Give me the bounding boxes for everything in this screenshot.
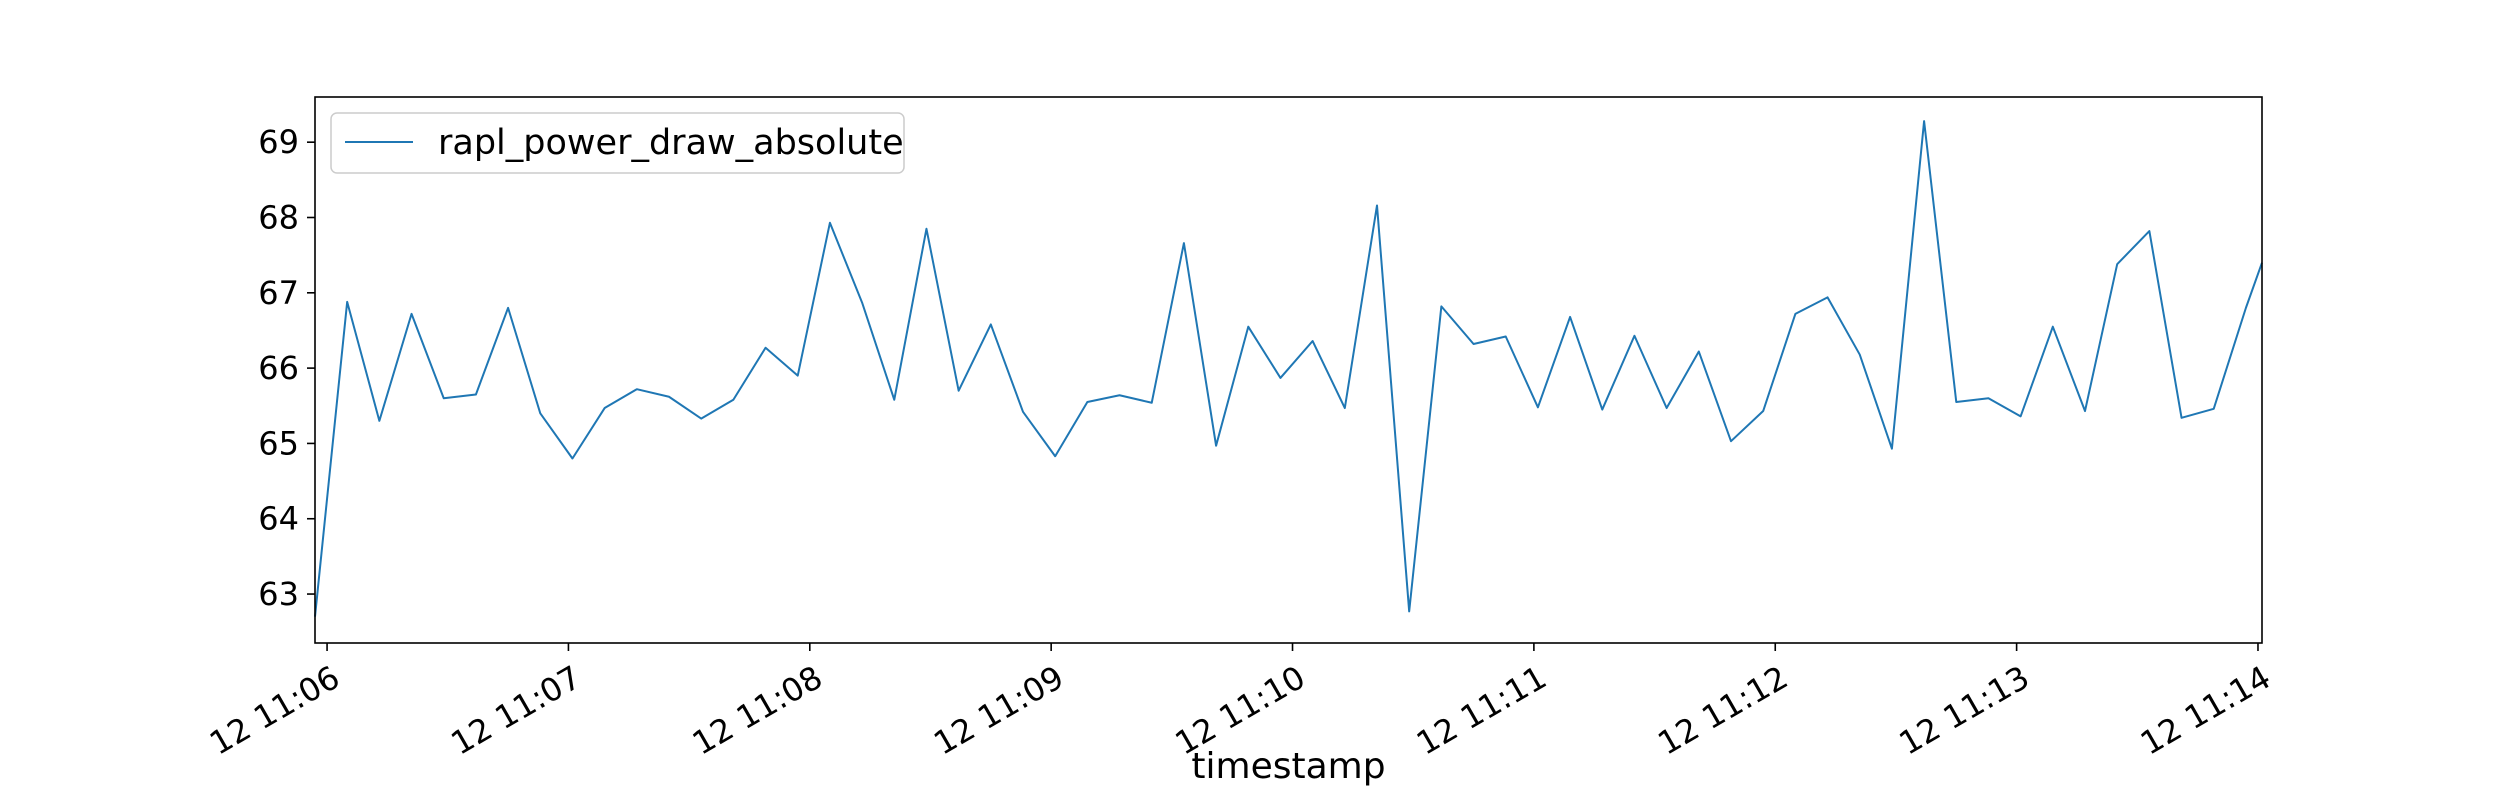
y-tick-label: 69 [258,123,299,161]
x-tick-label: 12 11:07 [444,658,587,762]
x-tick-label: 12 11:09 [927,658,1070,762]
x-tick-label: 12 11:11 [1410,658,1553,762]
y-tick-label: 66 [258,349,299,387]
series-line-rapl_power_draw_absolute [314,120,2263,617]
y-tick-label: 68 [258,198,299,236]
x-tick-label: 12 11:13 [1893,658,2036,762]
y-axis: 63 64 65 66 67 68 69 [258,123,315,613]
x-axis: 12 11:06 12 11:07 12 11:08 12 11:09 12 11:10… [203,643,2277,763]
x-axis-title: timestamp [1191,746,1385,787]
y-tick-label: 65 [258,424,299,462]
x-tick-label: 12 11:06 [203,658,346,762]
y-tick-label: 67 [258,274,299,312]
x-tick-label: 12 11:12 [1651,658,1794,762]
plot-area [314,96,2263,644]
legend-label: rapl_power_draw_absolute [438,123,904,163]
x-tick-label: 12 11:08 [686,658,829,762]
legend-box [330,112,905,174]
legend: rapl_power_draw_absolute [330,112,905,174]
y-tick-label: 63 [258,575,299,613]
x-tick-label: 12 11:14 [2134,658,2277,762]
y-tick-label: 64 [258,500,299,538]
plot-frame [314,96,2263,644]
